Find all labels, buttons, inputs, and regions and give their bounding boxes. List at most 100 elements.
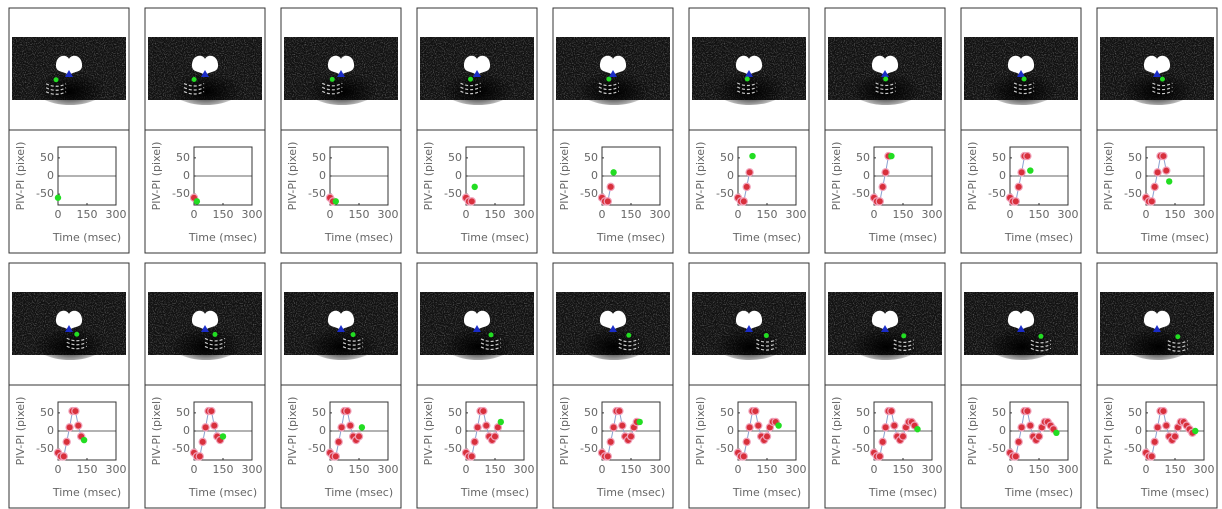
image-dot <box>351 332 356 337</box>
y-axis-label: PIV-PI (pixel) <box>14 142 27 211</box>
image-dot <box>626 333 631 338</box>
y-tick-label: -50 <box>716 187 734 200</box>
data-point <box>1053 430 1059 436</box>
data-point <box>208 407 215 414</box>
x-axis-label: Time (msec) <box>596 486 665 499</box>
y-tick-label: 0 <box>863 424 870 437</box>
data-point <box>347 422 354 429</box>
y-tick-label: 50 <box>720 406 734 419</box>
y-tick-label: 50 <box>448 406 462 419</box>
y-tick-label: -50 <box>852 442 870 455</box>
x-tick-label: 300 <box>786 463 807 476</box>
y-tick-label: -50 <box>1124 442 1142 455</box>
data-point <box>1154 424 1161 431</box>
x-tick-label: 150 <box>349 463 370 476</box>
image-dot <box>1175 334 1180 339</box>
data-point <box>355 433 362 440</box>
y-tick-label: 0 <box>1135 169 1142 182</box>
x-axis-label: Time (msec) <box>596 231 665 244</box>
y-axis-label: PIV-PI (pixel) <box>694 142 707 211</box>
data-point <box>1160 407 1167 414</box>
image-dot <box>54 77 59 82</box>
x-tick-label: 150 <box>757 463 778 476</box>
x-axis-label: Time (msec) <box>732 486 801 499</box>
data-point <box>480 407 487 414</box>
x-tick-label: 300 <box>106 208 127 221</box>
x-axis-label: Time (msec) <box>188 231 257 244</box>
data-point <box>55 195 61 201</box>
data-point <box>1015 183 1022 190</box>
panel: 500-500150300Time (msec)PIV-PI (pixel) <box>1097 8 1217 253</box>
data-point <box>468 198 475 205</box>
x-tick-label: 300 <box>650 208 671 221</box>
data-point <box>220 433 226 439</box>
data-point <box>763 433 770 440</box>
data-point <box>743 183 750 190</box>
y-tick-label: 0 <box>47 424 54 437</box>
x-tick-label: 0 <box>327 208 334 221</box>
y-tick-label: 50 <box>312 151 326 164</box>
x-tick-label: 0 <box>1007 208 1014 221</box>
data-point <box>610 169 616 175</box>
y-axis-label: PIV-PI (pixel) <box>286 397 299 466</box>
x-axis-label: Time (msec) <box>1140 486 1209 499</box>
data-point <box>604 453 611 460</box>
image-dot <box>74 332 79 337</box>
y-tick-label: -50 <box>172 187 190 200</box>
y-tick-label: -50 <box>580 442 598 455</box>
data-point <box>1163 422 1170 429</box>
data-point <box>740 453 747 460</box>
x-tick-label: 150 <box>213 208 234 221</box>
data-point <box>627 433 634 440</box>
x-tick-label: 150 <box>621 463 642 476</box>
data-point <box>743 438 750 445</box>
panel: 500-500150300Time (msec)PIV-PI (pixel) <box>9 263 129 508</box>
x-tick-label: 0 <box>1007 463 1014 476</box>
y-tick-label: 50 <box>1128 406 1142 419</box>
x-tick-label: 300 <box>106 463 127 476</box>
y-tick-label: 0 <box>183 169 190 182</box>
y-tick-label: -50 <box>172 442 190 455</box>
x-tick-label: 150 <box>1029 208 1050 221</box>
data-point <box>746 424 753 431</box>
data-point <box>359 424 365 430</box>
image-dot <box>468 77 473 82</box>
x-tick-label: 0 <box>871 463 878 476</box>
image-dot <box>764 333 769 338</box>
y-tick-label: 50 <box>40 406 54 419</box>
x-tick-label: 0 <box>735 208 742 221</box>
y-tick-label: 0 <box>727 169 734 182</box>
data-point <box>616 407 623 414</box>
y-axis-label: PIV-PI (pixel) <box>830 397 843 466</box>
data-point <box>752 407 759 414</box>
y-tick-label: 0 <box>863 169 870 182</box>
data-point <box>66 424 73 431</box>
data-point <box>338 424 345 431</box>
data-point <box>1163 167 1170 174</box>
image-dot <box>1160 77 1165 82</box>
x-axis-label: Time (msec) <box>460 486 529 499</box>
data-point <box>746 169 753 176</box>
x-axis-label: Time (msec) <box>1004 231 1073 244</box>
data-point <box>196 453 203 460</box>
x-tick-label: 300 <box>786 208 807 221</box>
x-tick-label: 300 <box>1194 463 1215 476</box>
x-axis-label: Time (msec) <box>324 486 393 499</box>
x-tick-label: 300 <box>1058 463 1079 476</box>
data-point <box>1192 428 1198 434</box>
x-tick-label: 150 <box>77 208 98 221</box>
x-tick-label: 0 <box>55 208 62 221</box>
data-point <box>1166 178 1172 184</box>
y-tick-label: 0 <box>727 424 734 437</box>
image-dot <box>606 77 611 82</box>
image-dot <box>745 77 750 82</box>
data-point <box>740 198 747 205</box>
y-tick-label: 50 <box>448 151 462 164</box>
y-tick-label: -50 <box>988 187 1006 200</box>
x-axis-label: Time (msec) <box>324 231 393 244</box>
data-point <box>1024 152 1031 159</box>
data-point <box>876 198 883 205</box>
image-dot <box>1038 334 1043 339</box>
x-axis-label: Time (msec) <box>732 231 801 244</box>
x-tick-label: 0 <box>599 463 606 476</box>
